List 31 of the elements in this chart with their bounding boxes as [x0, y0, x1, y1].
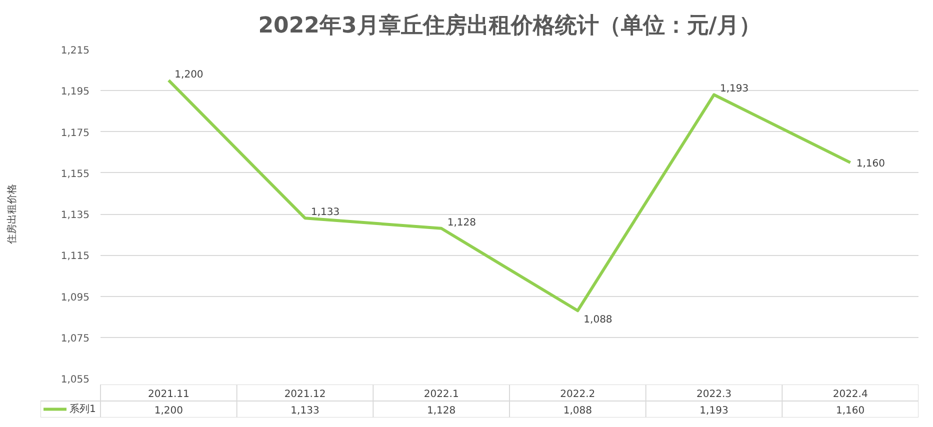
chart-title: 2022年3月章丘住房出租价格统计（单位：元/月）: [258, 12, 761, 38]
y-tick-label: 1,155: [60, 168, 90, 180]
x-tick-label: 2022.1: [424, 388, 459, 400]
line-series: [167, 78, 852, 312]
y-tick-label: 1,135: [60, 210, 90, 221]
data-label: 1,200: [154, 405, 183, 416]
text: 1,193: [720, 84, 749, 95]
data-label: 1,128: [427, 405, 456, 416]
data-label: 1,160: [836, 405, 865, 416]
x-tick-label: 2022.4: [832, 388, 868, 400]
text: 1,133: [311, 207, 340, 218]
text: 1,160: [856, 158, 885, 170]
text: 1,128: [447, 217, 476, 228]
y-tick-label: 1,055: [60, 374, 90, 386]
legend-label: 系列1: [70, 402, 96, 415]
x-tick-label: 2021.12: [284, 388, 326, 400]
data-label: 1,088: [563, 405, 592, 416]
x-tick-label: 2021.11: [148, 388, 190, 400]
y-tick-label: 1,175: [60, 128, 90, 139]
y-tick-label: 1,215: [60, 46, 90, 56]
y-tick-label: 1,095: [60, 292, 90, 304]
text: 1,088: [584, 314, 612, 326]
text: 1,200: [174, 69, 204, 80]
x-tick-label: 2022.3: [696, 388, 732, 400]
y-tick-label: 1,115: [60, 251, 90, 262]
y-axis-title: 住房出租价格: [6, 184, 18, 244]
y-tick-label: 1,195: [60, 86, 90, 98]
data-label: 1,133: [290, 405, 320, 416]
y-tick-label: 1,075: [60, 333, 90, 344]
x-tick-label: 2022.2: [560, 388, 596, 400]
data-label: 1,193: [700, 405, 728, 416]
